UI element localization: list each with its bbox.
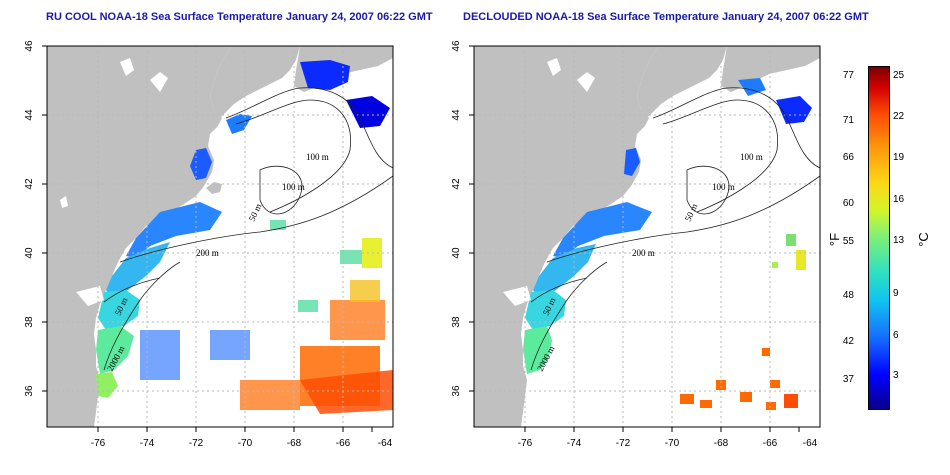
- isobath-label: 100 m: [306, 152, 329, 162]
- fahrenheit-tick: 55: [842, 236, 854, 247]
- lon-tick: -76: [91, 438, 106, 449]
- lon-tick: -70: [238, 438, 253, 449]
- fahrenheit-tick: 48: [842, 290, 854, 301]
- lat-tick: 36: [24, 385, 35, 397]
- right-declouded-map: 100 m 100 m 50 m 200 m 50 m 2000 m -76 -…: [451, 40, 821, 449]
- lon-tick: -72: [616, 438, 631, 449]
- isobath-label: 100 m: [282, 182, 305, 192]
- left-sst-map: 100 m 100 m 50 m 200 m 50 m 2000 m -76: [24, 40, 394, 449]
- lat-tick: 44: [451, 109, 462, 121]
- fahrenheit-tick: 42: [842, 336, 854, 347]
- right-map-title: DECLOUDED NOAA-18 Sea Surface Temperatur…: [463, 11, 869, 23]
- lat-tick: 42: [24, 178, 35, 190]
- lat-tick: 40: [24, 247, 35, 259]
- lon-tick: -74: [140, 438, 155, 449]
- celsius-tick: 6: [893, 330, 899, 341]
- celsius-tick: 9: [893, 288, 899, 299]
- fahrenheit-label: °F: [827, 232, 843, 247]
- isobath-label: 100 m: [740, 152, 763, 162]
- celsius-tick: 3: [893, 370, 899, 381]
- celsius-tick: 13: [893, 235, 905, 246]
- land-mass: [47, 46, 232, 427]
- fahrenheit-tick: 37: [842, 374, 854, 385]
- fahrenheit-tick: 77: [842, 70, 854, 81]
- lon-tick: -64: [803, 438, 818, 449]
- lon-tick: -68: [714, 438, 729, 449]
- lon-tick: -70: [665, 438, 680, 449]
- celsius-tick: 19: [893, 152, 905, 163]
- fahrenheit-tick: 66: [842, 152, 854, 163]
- lon-tick: -76: [518, 438, 533, 449]
- lon-tick: -66: [763, 438, 778, 449]
- lat-tick: 46: [24, 40, 35, 52]
- celsius-label: °C: [915, 232, 931, 247]
- isobath-label: 200 m: [196, 248, 219, 258]
- lon-tick: -66: [336, 438, 351, 449]
- lat-tick: 40: [451, 247, 462, 259]
- celsius-tick: 25: [893, 70, 905, 81]
- lon-tick: -72: [189, 438, 204, 449]
- fahrenheit-tick: 71: [842, 115, 854, 126]
- lon-tick: -68: [287, 438, 302, 449]
- lat-tick: 38: [451, 316, 462, 328]
- lon-tick: -74: [567, 438, 582, 449]
- lat-tick: 38: [24, 316, 35, 328]
- isobath-label: 200 m: [632, 248, 655, 258]
- celsius-tick: 22: [893, 111, 905, 122]
- left-map-title: RU COOL NOAA-18 Sea Surface Temperature …: [46, 11, 433, 23]
- lat-tick: 46: [451, 40, 462, 52]
- isobath-label: 100 m: [712, 182, 735, 192]
- colorbar-gradient: [868, 66, 890, 410]
- temperature-colorbar: 77 71 66 60 55 48 42 37 25 22 19 16 13 9…: [827, 60, 950, 415]
- lat-tick: 36: [451, 385, 462, 397]
- lat-tick: 42: [451, 178, 462, 190]
- fahrenheit-tick: 60: [842, 198, 854, 209]
- lon-tick: -64: [378, 438, 393, 449]
- celsius-tick: 16: [893, 194, 905, 205]
- lat-tick: 44: [24, 109, 35, 121]
